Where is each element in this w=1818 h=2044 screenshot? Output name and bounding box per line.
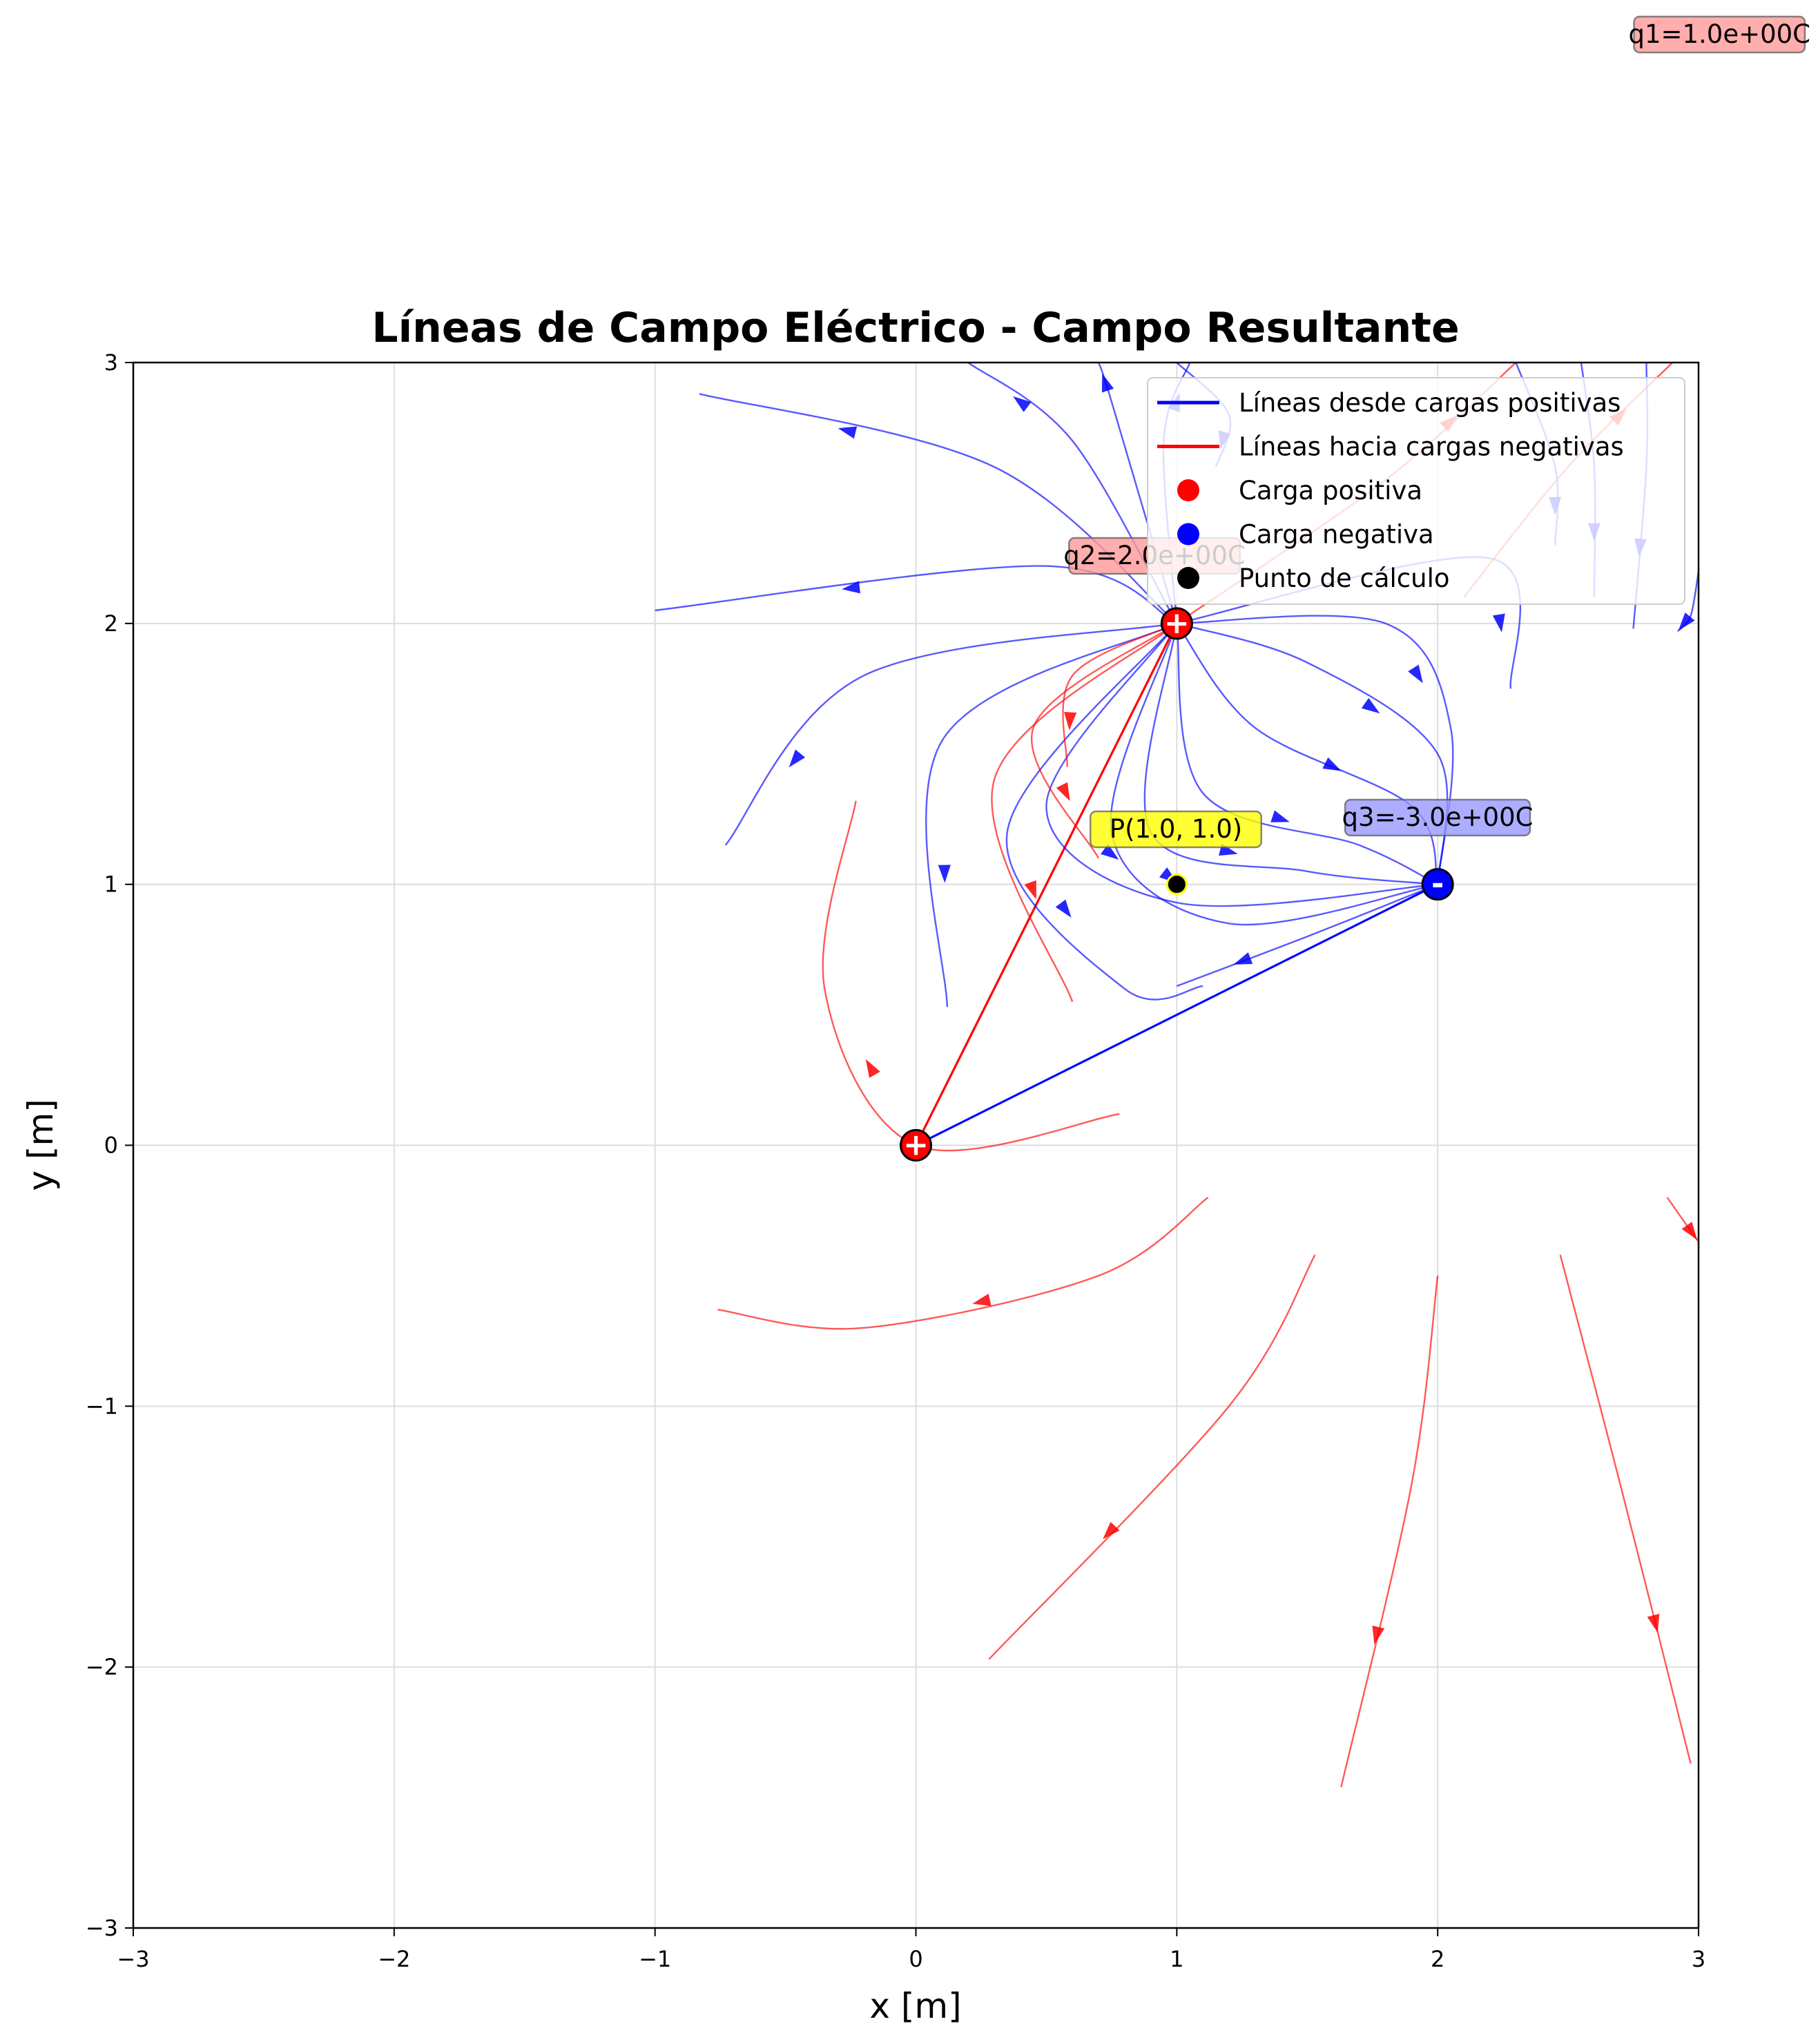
- x-axis-label: x [m]: [869, 1986, 961, 2026]
- field-line-positive: [1176, 883, 1438, 987]
- field-line-arrow: [1678, 613, 1695, 630]
- y-tick-label: −3: [86, 1915, 118, 1941]
- field-line-arrow: [972, 1293, 992, 1307]
- charge-q2-marker: [1160, 607, 1193, 640]
- field-line-arrow: [838, 426, 858, 439]
- field-line-arrow: [1101, 844, 1119, 860]
- field-line-arrow: [1361, 697, 1380, 714]
- charge-q2-sign: +: [1164, 606, 1190, 641]
- field-line-arrow: [1647, 1613, 1660, 1633]
- field-line-positive: [1005, 623, 1203, 1001]
- y-tick-label: −1: [86, 1393, 118, 1419]
- legend-label: Carga positiva: [1239, 476, 1422, 505]
- field-line-arrow: [1013, 396, 1032, 412]
- charge-q3-label: q3=-3.0e+00C: [1342, 802, 1534, 832]
- field-line-arrow: [1270, 810, 1290, 822]
- charge-q1-sign: +: [903, 1128, 929, 1163]
- field-line-negative: [1340, 1275, 1439, 1788]
- field-line-positive: [1143, 623, 1438, 885]
- field-line-negative: [1031, 622, 1178, 859]
- field-line-arrow: [865, 1059, 880, 1078]
- field-line-arrow: [789, 749, 806, 768]
- field-line-positive: [967, 363, 1178, 624]
- legend-label: Carga negativa: [1239, 520, 1434, 550]
- field-line-positive: [1110, 623, 1438, 926]
- chart-title: Líneas de Campo Eléctrico - Campo Result…: [371, 304, 1459, 352]
- x-axis-ticks: −3 −2 −1 0 1 2 3: [117, 1928, 1705, 1972]
- field-line-positive: [925, 622, 1177, 1007]
- field-line-arrow: [938, 865, 951, 883]
- field-line-arrow: [1055, 899, 1072, 918]
- point-p-label-box: [1090, 810, 1262, 849]
- x-tick-label: 2: [1431, 1946, 1444, 1972]
- charge-markers: + + -: [900, 606, 1454, 1163]
- legend-marker-swatch: [1177, 567, 1199, 589]
- charge-q3-label-box: [1344, 798, 1531, 837]
- x-tick-label: −3: [117, 1946, 149, 1972]
- field-line-positive: [724, 622, 1177, 846]
- field-line-negative: [717, 1197, 1209, 1330]
- field-line-positive: [1045, 623, 1438, 907]
- field-line-negative: [988, 1254, 1316, 1660]
- x-tick-label: 0: [909, 1946, 922, 1972]
- field-line-positive: [655, 565, 1177, 624]
- field-line-arrow: [1101, 374, 1114, 393]
- field-line-arrow: [1372, 1626, 1385, 1645]
- field-vector: [915, 883, 1438, 1146]
- x-tick-label: −2: [378, 1946, 410, 1972]
- point-p-label: P(1.0, 1.0): [1110, 814, 1242, 844]
- field-vector: [915, 623, 1178, 1146]
- field-line-negative: [822, 800, 1120, 1152]
- x-tick-label: 1: [1170, 1946, 1183, 1972]
- legend-label: Líneas hacia cargas negativas: [1239, 432, 1624, 462]
- charge-q1-label: q1=1.0e+00C: [1628, 19, 1810, 49]
- field-line-arrow: [1103, 1521, 1120, 1540]
- y-tick-label: 2: [104, 610, 118, 637]
- charge-q1-marker: [900, 1129, 932, 1161]
- field-line-negative: [1559, 1254, 1692, 1764]
- y-tick-label: 3: [104, 349, 118, 376]
- y-tick-label: 1: [104, 871, 118, 898]
- charge-q3-marker: [1421, 868, 1454, 901]
- point-p-marker: [1166, 874, 1188, 896]
- field-line-arrow: [1408, 664, 1423, 684]
- field-line-negative: [1062, 622, 1177, 767]
- y-axis-label: y [m]: [21, 1099, 61, 1190]
- charge-q3-sign: -: [1431, 867, 1444, 902]
- legend-box: [1147, 377, 1685, 605]
- field-line-arrow: [842, 581, 860, 594]
- legend-marker-swatch: [1177, 479, 1199, 501]
- y-tick-label: 0: [104, 1132, 118, 1159]
- charge-q1-label-box: [1633, 15, 1806, 54]
- field-line-arrow: [1681, 1222, 1698, 1240]
- field-vectors: [915, 623, 1438, 1146]
- x-tick-label: −1: [639, 1946, 671, 1972]
- legend: Líneas desde cargas positivas Líneas haci…: [1147, 377, 1685, 605]
- field-line-arrow: [1492, 613, 1505, 633]
- field-line-arrow: [1233, 952, 1253, 965]
- y-tick-label: −2: [86, 1654, 118, 1680]
- legend-marker-swatch: [1177, 523, 1199, 546]
- field-line-arrow: [1322, 757, 1342, 771]
- field-line-arrow: [1024, 880, 1036, 900]
- legend-label: Líneas desde cargas positivas: [1239, 388, 1621, 418]
- field-line-positive: [699, 393, 1178, 624]
- field-line-arrow: [1056, 782, 1070, 802]
- y-axis-ticks: −3 −2 −1 0 1 2 3: [86, 349, 133, 1941]
- x-tick-label: 3: [1692, 1946, 1705, 1972]
- field-line-negative: [991, 622, 1178, 1003]
- legend-label: Punto de cálculo: [1239, 563, 1450, 593]
- field-line-arrow: [1064, 712, 1077, 731]
